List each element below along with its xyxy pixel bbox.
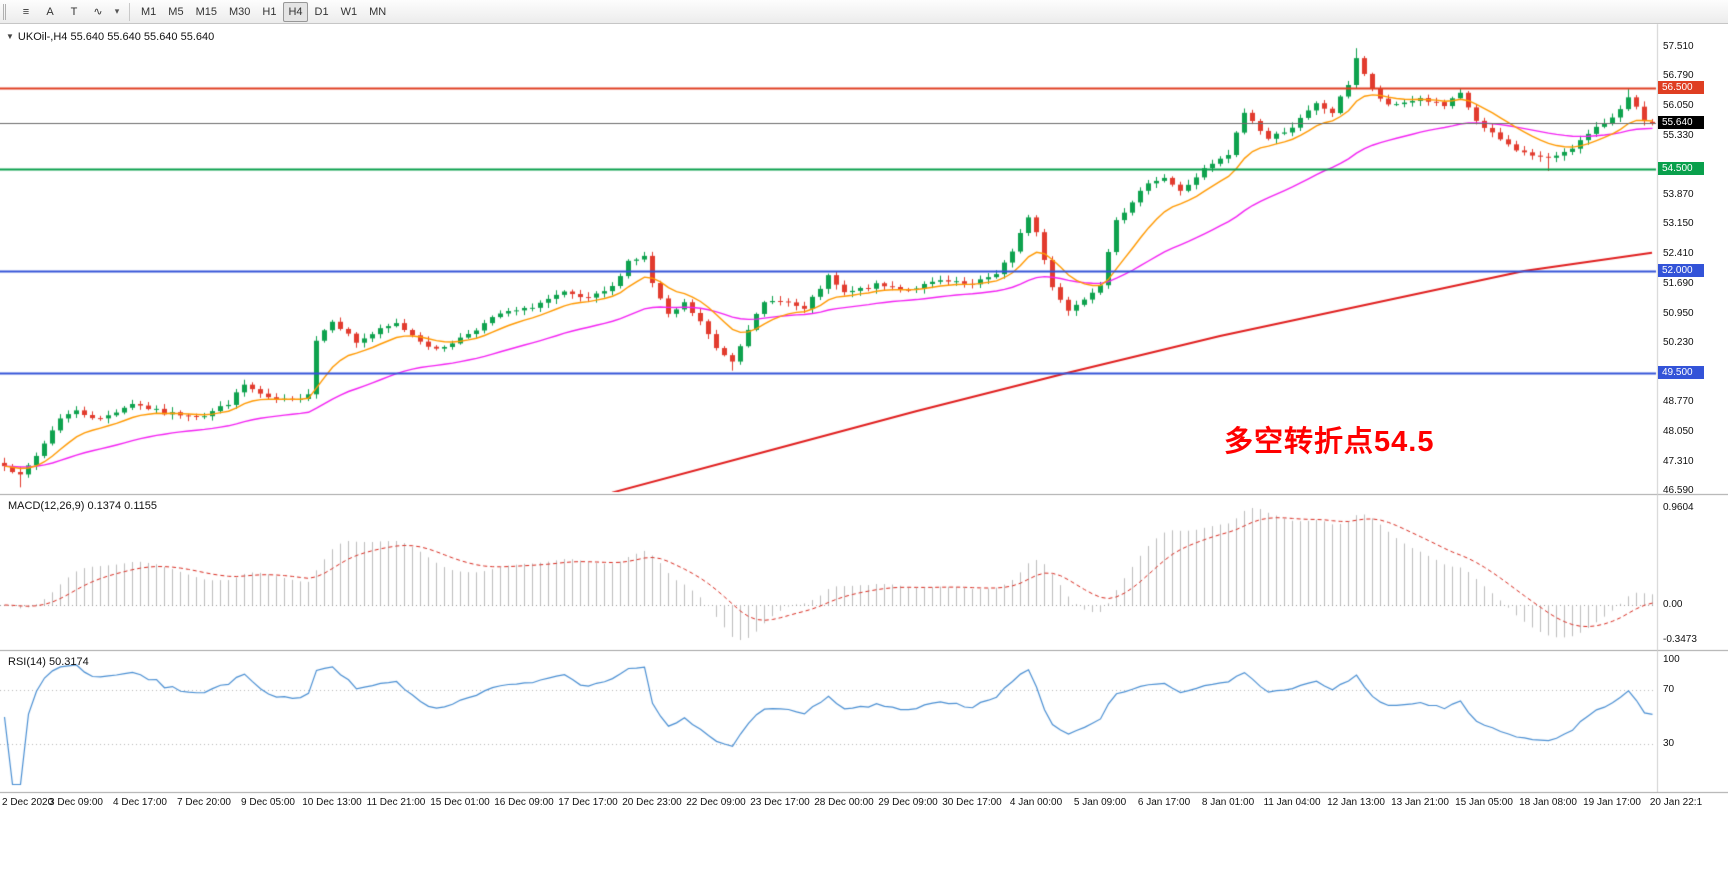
text-tool-icon[interactable]: T xyxy=(63,2,85,22)
price-badge: 52.000 xyxy=(1658,264,1704,278)
time-axis-label: 15 Dec 01:00 xyxy=(430,797,490,808)
time-axis-label: 19 Jan 17:00 xyxy=(1583,797,1641,808)
time-axis-label: 30 Dec 17:00 xyxy=(942,797,1002,808)
price-badge: 55.640 xyxy=(1658,116,1704,130)
time-axis-label: 29 Dec 09:00 xyxy=(878,797,938,808)
timeframe-button-D1[interactable]: D1 xyxy=(310,2,334,22)
timeframe-button-MN[interactable]: MN xyxy=(364,2,391,22)
timeframe-button-group: M1 M5 M15 M30 H1 H4 D1 W1 MN xyxy=(135,1,392,22)
tools-dropdown-caret-icon[interactable]: ▾ xyxy=(111,2,123,22)
timeframe-button-M15[interactable]: M15 xyxy=(191,2,222,22)
price-tick-label: 50.950 xyxy=(1663,307,1694,319)
timeframe-button-H1[interactable]: H1 xyxy=(257,2,281,22)
price-tick-label: 47.310 xyxy=(1663,455,1694,467)
symbol-dropdown-icon[interactable]: ▼ xyxy=(6,32,14,41)
price-tick-label: 53.870 xyxy=(1663,188,1694,200)
toolbar-grip[interactable] xyxy=(3,3,10,20)
time-axis-label: 12 Jan 13:00 xyxy=(1327,797,1385,808)
toolbar-separator xyxy=(129,2,130,21)
time-axis-label: 11 Jan 04:00 xyxy=(1263,797,1321,808)
time-axis-label: 9 Dec 05:00 xyxy=(241,797,295,808)
text-annotation-icon[interactable]: A xyxy=(39,2,61,22)
time-axis-label: 18 Jan 08:00 xyxy=(1519,797,1577,808)
time-axis-label: 4 Dec 17:00 xyxy=(113,797,167,808)
time-axis-label: 2 Dec 2020 xyxy=(2,797,54,808)
rsi-axis-label: 30 xyxy=(1663,738,1675,749)
rsi-name: RSI(14) xyxy=(8,656,46,668)
time-axis-label: 13 Jan 21:00 xyxy=(1391,797,1449,808)
chart-annotation-text: 多空转折点54.5 xyxy=(1224,426,1435,458)
ohlc-values: 55.640 55.640 55.640 55.640 xyxy=(70,31,215,43)
time-axis-label: 7 Dec 20:00 xyxy=(177,797,231,808)
symbol-period-label: UKOil-,H4 xyxy=(17,31,68,43)
time-axis-label: 15 Jan 05:00 xyxy=(1455,797,1513,808)
timeframe-button-M30[interactable]: M30 xyxy=(224,2,255,22)
time-axis-label: 22 Dec 09:00 xyxy=(686,797,746,808)
time-axis-label: 5 Jan 09:00 xyxy=(1073,797,1127,808)
polyline-tool-icon[interactable]: ∿ xyxy=(87,2,109,22)
price-tick-label: 56.050 xyxy=(1663,100,1694,112)
timeframe-button-H4[interactable]: H4 xyxy=(283,1,308,22)
time-axis-label: 10 Dec 13:00 xyxy=(302,797,362,808)
macd-axis-label: 0.00 xyxy=(1663,599,1683,610)
price-badge: 54.500 xyxy=(1658,162,1704,176)
price-badge: 56.500 xyxy=(1658,81,1704,95)
price-badge: 49.500 xyxy=(1658,365,1704,379)
price-tick-label: 56.790 xyxy=(1663,70,1694,82)
rsi-axis-label: 100 xyxy=(1663,654,1680,665)
time-axis-label: 28 Dec 00:00 xyxy=(814,797,874,808)
price-tick-label: 46.590 xyxy=(1663,484,1694,496)
time-axis-label: 4 Jan 00:00 xyxy=(1009,797,1063,808)
rsi-indicator-label: RSI(14) 50.3174 xyxy=(8,656,89,668)
price-tick-label: 57.510 xyxy=(1663,41,1694,52)
timeframe-button-M5[interactable]: M5 xyxy=(163,2,188,22)
time-axis-label: 17 Dec 17:00 xyxy=(558,797,618,808)
charts-grid-icon[interactable]: ≡ xyxy=(15,2,37,22)
toolbar: ≡ A T ∿ ▾ M1 M5 M15 M30 H1 H4 D1 W1 MN xyxy=(0,0,1728,24)
rsi-axis-label: 70 xyxy=(1663,684,1675,695)
price-tick-label: 50.230 xyxy=(1663,336,1694,348)
macd-values: 0.1374 0.1155 xyxy=(87,500,158,512)
price-tick-label: 48.770 xyxy=(1663,396,1694,408)
time-axis-label: 20 Jan 22:1 xyxy=(1649,797,1703,808)
time-axis-label: 16 Dec 09:00 xyxy=(494,797,554,808)
price-tick-label: 48.050 xyxy=(1663,425,1694,437)
rsi-value: 50.3174 xyxy=(48,656,89,668)
macd-axis-label: -0.3473 xyxy=(1663,634,1697,646)
timeframe-button-M1[interactable]: M1 xyxy=(136,2,161,22)
time-axis-label: 6 Jan 17:00 xyxy=(1137,797,1191,808)
time-axis-label: 23 Dec 17:00 xyxy=(750,797,810,808)
price-tick-label: 55.330 xyxy=(1663,129,1694,141)
time-axis-label: 11 Dec 21:00 xyxy=(366,797,426,808)
macd-name: MACD(12,26,9) xyxy=(8,500,85,512)
macd-axis-label: 0.9604 xyxy=(1663,501,1694,513)
time-axis-label: 3 Dec 09:00 xyxy=(49,797,103,808)
time-axis-label: 20 Dec 23:00 xyxy=(622,797,682,808)
price-tick-label: 53.150 xyxy=(1663,218,1694,230)
time-axis-label: 8 Jan 01:00 xyxy=(1201,797,1255,808)
price-tick-label: 52.410 xyxy=(1663,248,1694,260)
timeframe-button-W1[interactable]: W1 xyxy=(336,2,363,22)
price-tick-label: 51.690 xyxy=(1663,277,1694,289)
chart-title: ▼ UKOil-,H4 55.640 55.640 55.640 55.640 xyxy=(6,31,214,43)
macd-indicator-label: MACD(12,26,9) 0.1374 0.1155 xyxy=(8,500,157,512)
